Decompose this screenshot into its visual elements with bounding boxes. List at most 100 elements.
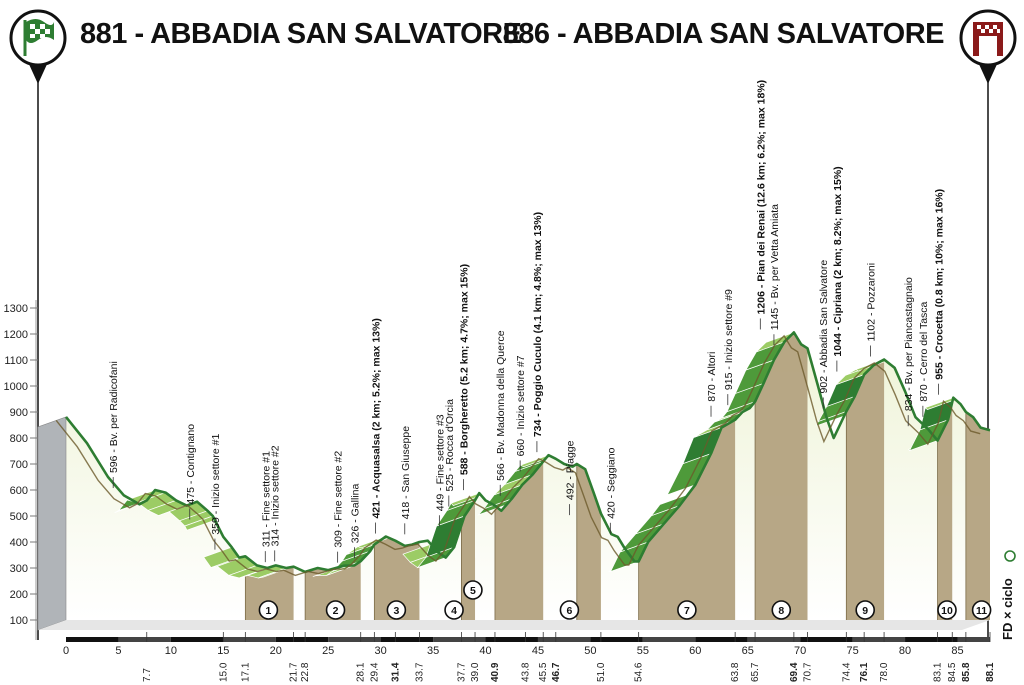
brand-text: FD × ciclo (1000, 578, 1015, 640)
distance-label: 54.6 (634, 662, 645, 682)
distance-label: 70.7 (803, 662, 814, 682)
waypoint-label: 492 - Piagge (564, 440, 576, 500)
waypoint-label: 421 - Acquasalsa (2 km; 5.2%; max 13%) (370, 318, 382, 518)
gravel-sector (576, 464, 601, 620)
distance-label: 85.8 (961, 662, 972, 682)
sector-badge-number: 5 (470, 585, 476, 597)
x-axis-segment (66, 637, 119, 642)
x-tick-label: 10 (165, 645, 177, 657)
waypoint-label: 1206 - Pian dei Renai (12.6 km; 6.2%; ma… (755, 80, 767, 315)
profile-shadow-line (55, 334, 981, 577)
x-tick-label: 50 (584, 645, 596, 657)
x-tick-label: 55 (637, 645, 649, 657)
gravel-sector (846, 359, 885, 620)
waypoint-label: 449 - Fine settore #3 (434, 414, 446, 511)
distance-label: 29.4 (369, 662, 380, 682)
sector-badge (559, 600, 580, 620)
sector-badges: 1 2 3 4 5 6 7 8 9 10 11 (258, 580, 992, 620)
x-axis-segment (695, 637, 748, 642)
y-tick-label: 1100 (4, 355, 28, 367)
distance-label: 15.0 (218, 662, 229, 682)
waypoint-label: 359 - Inizio settore #1 (210, 434, 222, 535)
sector-badge (937, 600, 957, 620)
sector-badge (258, 600, 279, 620)
bicycle-wheel-icon (1004, 550, 1016, 562)
x-axis-segment (170, 637, 224, 642)
x-axis-segment (380, 637, 434, 642)
sector-badge-number: 9 (862, 605, 868, 617)
distance-label: 88.1 (985, 662, 996, 682)
waypoint-label: 475 - Contignano (185, 424, 197, 505)
distance-label: 46.7 (551, 662, 562, 682)
waypoint-label: 566 - Bv. Madonna della Querce (495, 330, 507, 481)
sector-badge-number: 8 (778, 605, 784, 617)
y-tick-label: 300 (10, 563, 28, 575)
y-tick-label: 1200 (4, 329, 28, 341)
sector-badge-number: 7 (684, 605, 690, 617)
distance-label: 83.1 (933, 662, 944, 682)
waypoint-label: 1102 - Pozzaroni (865, 263, 877, 342)
y-tick-label: 600 (10, 485, 28, 497)
waypoint-label: 420 - Seggiano (605, 447, 617, 518)
sector-badge (771, 600, 792, 620)
distance-label: 17.1 (240, 662, 251, 682)
waypoint-label: 525 - Rocca d'Orcia (444, 399, 456, 492)
y-axis: 100 200 300 400 500 600 700 800 900 1000 1100 1200 1… (4, 300, 38, 640)
x-axis-segment (537, 637, 591, 642)
distance-label: 63.8 (730, 662, 741, 682)
x-axis-segment (275, 637, 329, 642)
x-tick-label: 75 (846, 645, 858, 657)
sector-badge-number: 4 (451, 605, 457, 617)
distance-label: 21.7 (289, 662, 300, 682)
x-axis-segment (118, 637, 171, 642)
y-tick-label: 1000 (4, 381, 28, 393)
gravel-sector (755, 332, 808, 620)
x-tick-label: 40 (479, 645, 491, 657)
gravel-sectors (244, 332, 990, 620)
x-tick-label: 60 (689, 645, 701, 657)
sector-badge (444, 600, 464, 620)
distance-label: 39.0 (470, 662, 481, 682)
waypoint-label: 902 - Abbadia San Salvatore (818, 260, 830, 394)
waypoint-label: 660 - Inizio settore #7 (515, 355, 527, 456)
y-tick-label: 800 (10, 433, 28, 445)
gravel-sector (638, 419, 736, 620)
waypoint-label: 314 - Inizio settore #2 (270, 445, 282, 546)
sector-badge-number: 10 (941, 605, 953, 617)
profile-line (64, 331, 991, 574)
sector-badge (971, 600, 992, 620)
x-tick-label: 25 (322, 645, 334, 657)
x-axis-segment (433, 637, 486, 642)
waypoint-label: 870 - Altori (706, 352, 718, 402)
x-axis-segment (328, 637, 381, 642)
waypoint-label: 309 - Fine settore #2 (333, 451, 345, 548)
x-axis-segment (485, 637, 538, 642)
distance-label: 7.7 (142, 668, 153, 682)
start-flag-badge (9, 9, 67, 640)
x-axis: 0 5 10 15 20 25 30 35 40 45 50 55 60 65 70 75 80 85 7.7 15.… (63, 632, 996, 682)
distance-label: 28.1 (356, 662, 367, 682)
x-tick-label: 65 (742, 645, 754, 657)
y-tick-label: 200 (10, 589, 28, 601)
profile-base-face (38, 620, 990, 630)
x-axis-segment (800, 637, 853, 642)
x-axis-segment (852, 637, 906, 642)
gravel-sector (937, 402, 953, 620)
sector-badge (463, 580, 483, 600)
waypoint-label: 915 - Inizio settore #9 (723, 289, 735, 390)
y-tick-label: 100 (10, 615, 28, 627)
waypoint-labels: 596 - Bv. per Radicofani 475 - Contignano… (108, 80, 946, 563)
x-tick-label: 45 (532, 645, 544, 657)
checkered-flag-icon (23, 19, 54, 56)
x-axis-segment (905, 637, 958, 642)
x-axis-segment (747, 637, 801, 642)
gravel-sector (494, 461, 544, 620)
profile-side-face (37, 416, 67, 631)
distance-label: 40.9 (490, 662, 501, 682)
sector-badge (677, 600, 697, 620)
distance-label: 76.1 (859, 662, 870, 682)
sector-badge-number: 2 (333, 605, 339, 617)
y-tick-label: 900 (10, 407, 28, 419)
distance-label: 37.7 (456, 662, 467, 682)
